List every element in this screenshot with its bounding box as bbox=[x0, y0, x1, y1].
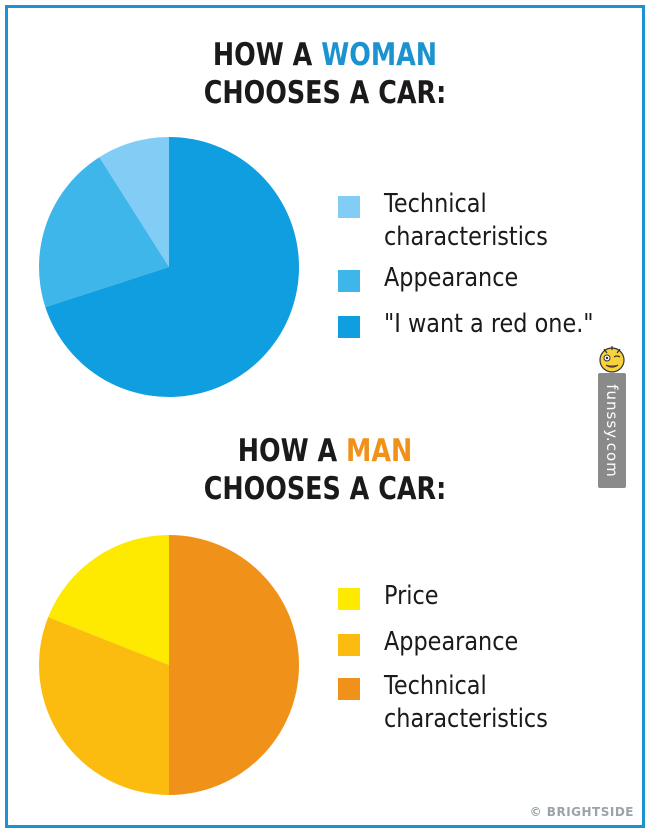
chart-title-man: HOW A MAN CHOOSES A CAR: bbox=[59, 432, 592, 508]
title-prefix: HOW A bbox=[212, 37, 322, 73]
title-accent-woman: WOMAN bbox=[321, 37, 438, 73]
title-suffix: CHOOSES A CAR: bbox=[203, 75, 447, 111]
pie-chart-woman bbox=[38, 137, 299, 397]
legend-swatch bbox=[338, 634, 360, 656]
mascot-icon bbox=[599, 346, 625, 373]
title-suffix: CHOOSES A CAR: bbox=[203, 471, 447, 507]
title-accent-man: MAN bbox=[346, 433, 413, 469]
pie-slice bbox=[169, 535, 299, 795]
watermark: funssy.com bbox=[598, 343, 626, 488]
legend-swatch bbox=[338, 678, 360, 700]
legend-label: Price bbox=[384, 581, 439, 611]
credit-text: © BRIGHTSIDE bbox=[529, 805, 634, 819]
pie-slice bbox=[38, 157, 169, 308]
legend-label: Technical characteristics bbox=[384, 189, 548, 252]
chart-title-woman: HOW A WOMAN CHOOSES A CAR: bbox=[59, 36, 592, 112]
watermark-text: funssy.com bbox=[603, 384, 621, 478]
title-prefix: HOW A bbox=[237, 433, 347, 469]
pie-slice bbox=[38, 617, 170, 795]
pie-chart-man bbox=[38, 535, 299, 795]
pie-slice bbox=[99, 137, 169, 267]
legend-swatch bbox=[338, 270, 360, 292]
border-frame bbox=[5, 5, 645, 828]
legend-swatch bbox=[338, 196, 360, 218]
legend-swatch bbox=[338, 588, 360, 610]
legend-label: Appearance bbox=[384, 627, 519, 657]
legend-label: Appearance bbox=[384, 263, 519, 293]
legend-label: "I want a red one." bbox=[384, 309, 594, 339]
watermark-tab bbox=[598, 373, 626, 488]
pie-slice bbox=[45, 137, 299, 397]
legend-label: Technical characteristics bbox=[384, 671, 548, 734]
pie-slice bbox=[48, 535, 169, 665]
legend-swatch bbox=[338, 316, 360, 338]
